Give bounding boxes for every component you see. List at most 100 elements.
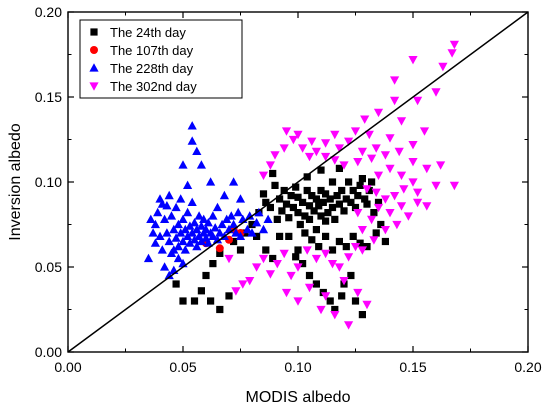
data-point — [438, 62, 448, 72]
data-point — [164, 236, 174, 246]
data-point — [288, 135, 298, 145]
data-point — [340, 207, 348, 215]
data-point — [263, 214, 273, 223]
data-point — [331, 215, 339, 223]
data-point — [236, 246, 245, 254]
data-point — [247, 228, 257, 237]
data-point — [360, 115, 370, 124]
data-point — [311, 254, 321, 264]
data-point — [157, 245, 167, 254]
data-point — [362, 300, 372, 310]
data-point — [413, 188, 423, 197]
data-point — [312, 226, 320, 234]
data-point — [203, 218, 213, 227]
x-tick-label: 0.15 — [399, 359, 426, 375]
data-point — [338, 186, 346, 195]
data-point — [235, 194, 246, 203]
data-point — [169, 224, 179, 234]
data-point — [196, 236, 206, 246]
data-point — [358, 175, 366, 183]
data-point — [197, 287, 205, 295]
legend-marker — [89, 82, 99, 91]
data-point — [265, 161, 275, 170]
data-point — [280, 186, 288, 195]
data-point — [394, 147, 404, 157]
data-point — [347, 271, 355, 280]
data-point — [305, 202, 314, 210]
data-point — [179, 297, 187, 305]
data-point — [180, 224, 190, 234]
data-point — [190, 297, 199, 305]
x-tick-label: 0.00 — [54, 359, 81, 375]
data-point — [185, 221, 195, 230]
data-point — [178, 236, 188, 246]
data-point — [358, 311, 366, 319]
data-point — [153, 207, 163, 217]
data-point — [334, 263, 344, 272]
data-point — [199, 214, 209, 223]
data-point — [365, 186, 373, 195]
data-point — [373, 203, 384, 213]
data-point — [272, 260, 282, 269]
data-point — [183, 207, 193, 217]
data-point — [367, 215, 377, 225]
data-point — [192, 224, 202, 234]
data-point — [171, 233, 181, 242]
data-point — [334, 144, 344, 153]
data-point — [328, 178, 337, 186]
data-point — [304, 152, 315, 162]
data-point — [189, 218, 200, 227]
data-point — [385, 134, 395, 143]
data-point — [269, 254, 277, 263]
data-point — [209, 260, 217, 268]
data-point — [312, 280, 320, 288]
data-point — [354, 192, 362, 200]
data-point — [252, 218, 262, 227]
data-point — [229, 177, 239, 186]
data-point — [301, 212, 309, 220]
data-point — [301, 229, 309, 237]
data-point — [345, 178, 353, 186]
data-point — [326, 297, 334, 305]
data-point — [225, 292, 233, 300]
data-point — [322, 232, 330, 240]
data-point — [328, 246, 337, 254]
data-point — [212, 202, 223, 212]
data-point — [335, 164, 343, 172]
legend-entry-label: The 24th day — [110, 25, 186, 40]
data-point — [148, 228, 158, 237]
data-point — [292, 253, 300, 261]
data-point — [215, 228, 225, 237]
data-point — [202, 271, 210, 280]
data-point — [276, 195, 284, 203]
data-point — [180, 245, 190, 254]
data-point — [166, 211, 177, 220]
data-point — [294, 193, 302, 201]
data-point — [381, 237, 389, 246]
data-point — [276, 232, 284, 240]
data-point — [231, 287, 241, 296]
data-point — [353, 209, 363, 218]
data-point — [321, 292, 331, 301]
data-point — [357, 147, 367, 157]
data-point — [372, 229, 380, 237]
data-point — [281, 127, 292, 136]
data-point — [207, 297, 215, 305]
data-point — [216, 249, 224, 257]
data-point — [350, 243, 361, 252]
data-point — [224, 254, 234, 264]
data-point — [308, 192, 316, 200]
data-point — [189, 235, 200, 244]
data-point — [187, 136, 197, 145]
data-point — [164, 190, 174, 200]
data-point — [363, 243, 371, 251]
one-to-one-reference-line — [67, 11, 529, 353]
data-point — [390, 96, 400, 106]
data-point — [242, 224, 252, 234]
data-point — [331, 305, 339, 314]
data-point — [344, 321, 354, 330]
data-point — [258, 224, 269, 234]
data-point — [315, 202, 323, 210]
data-point — [208, 231, 218, 240]
